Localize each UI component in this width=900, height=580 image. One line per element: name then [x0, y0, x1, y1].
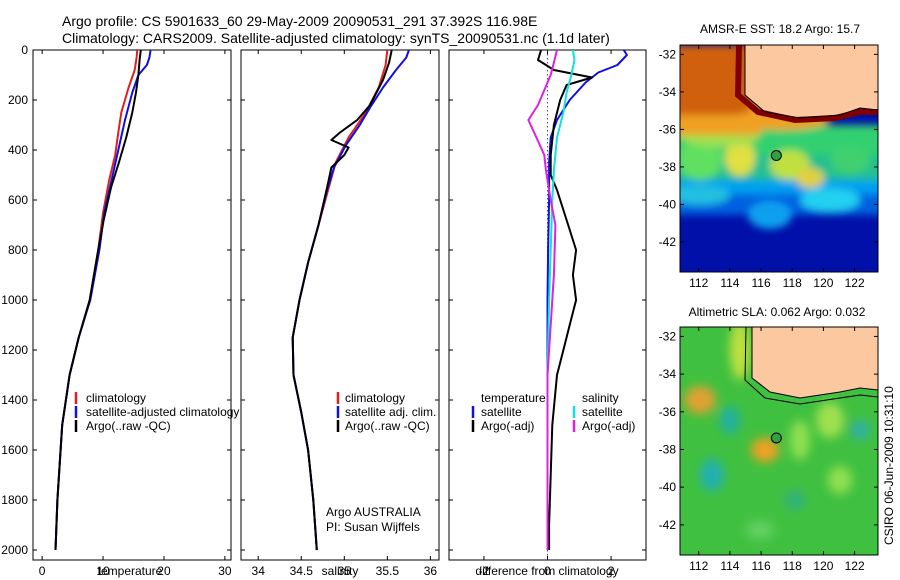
legend-header-temperature: temperature	[481, 391, 546, 405]
x-tick-label: -2	[479, 564, 490, 578]
y-tick-label: 800	[8, 243, 28, 257]
series-line-black	[54, 50, 142, 551]
y-tick-label: 0	[21, 43, 28, 57]
y-tick-label: 1600	[1, 443, 28, 457]
temperature-panel	[32, 49, 232, 561]
map-x-tick-label: 120	[813, 276, 833, 290]
map-y-tick-label: -32	[659, 47, 677, 61]
map-x-tick-label: 118	[783, 276, 802, 290]
map-y-tick-label: -34	[659, 85, 677, 99]
series-line-red	[54, 50, 139, 551]
map-y-tick-label: -36	[659, 405, 677, 419]
series-line-blue	[54, 50, 152, 551]
map-y-tick-label: -34	[659, 367, 677, 381]
x-tick-label: 0	[39, 564, 46, 578]
figure-title-line2: Climatology: CARS2009. Satellite-adjuste…	[62, 30, 610, 46]
sla-map	[680, 327, 878, 555]
credit-line1: Argo AUSTRALIA	[326, 505, 421, 519]
map-x-tick-label: 116	[752, 276, 771, 290]
salinity-legend: climatology satellite adj. clim. Argo(..…	[336, 391, 436, 433]
series-line-black	[291, 50, 393, 551]
series-line-black	[537, 50, 593, 550]
legend-label: satellite	[582, 405, 623, 419]
map-y-tick-label: -42	[659, 518, 677, 532]
sla-map-title: Altimetric SLA: 0.062 Argo: 0.032	[689, 305, 866, 319]
x-tick-label: 30	[218, 564, 232, 578]
pressure-axis: 0 200 400 600 800 1000 1200 1400 1600 1800 2000	[1, 43, 646, 557]
legend-label: satellite adj. clim.	[345, 405, 436, 419]
y-tick-label: 1000	[1, 293, 28, 307]
map-y-tick-label: -42	[659, 235, 677, 249]
map-y-tick-label: -40	[659, 197, 677, 211]
temperature-legend: climatology satellite-adjusted climatolo…	[74, 391, 239, 433]
salinity-panel	[240, 49, 440, 561]
y-tick-label: 1200	[1, 343, 28, 357]
map-y-tick-label: -38	[659, 442, 677, 456]
x-tick-label: 34	[252, 564, 266, 578]
temperature-x-axis: 0 10 20 30	[39, 50, 232, 578]
x-tick-label: 10	[96, 564, 110, 578]
map-x-tick-label: 112	[689, 559, 708, 573]
legend-label: Argo(..raw -QC)	[86, 419, 171, 433]
sst-map-title: AMSR-E SST: 18.2 Argo: 15.7	[700, 22, 860, 36]
x-tick-label: 0	[544, 564, 551, 578]
map-x-tick-label: 114	[720, 276, 739, 290]
y-tick-label: 200	[8, 93, 28, 107]
map-x-tick-label: 122	[845, 276, 865, 290]
map-x-tick-label: 118	[783, 559, 802, 573]
map-x-tick-label: 122	[845, 559, 865, 573]
x-tick-label: 35.5	[376, 564, 400, 578]
legend-label: Argo(..raw -QC)	[345, 419, 430, 433]
credit-line2: PI: Susan Wijffels	[326, 520, 420, 534]
map-x-tick-label: 114	[720, 559, 739, 573]
y-tick-label: 600	[8, 193, 28, 207]
difference-x-axis: -2 0 2	[479, 50, 615, 578]
legend-label: climatology	[345, 391, 405, 405]
salinity-xlabel: salinity	[322, 564, 359, 578]
salinity-x-axis: 34 34.5 35 35.5 36	[252, 50, 438, 578]
side-stamp: CSIRO 06-Jun-2009 10:31:10	[882, 386, 896, 545]
legend-label: satellite	[481, 405, 522, 419]
sst-map-axes: 112 114 116 118 120 122 -32 -34 -36 -38 -40 -42	[659, 45, 878, 290]
legend-label: Argo(-adj)	[582, 419, 635, 433]
legend-label: satellite-adjusted climatology	[86, 405, 239, 419]
y-tick-label: 1400	[1, 393, 28, 407]
series-line-magenta	[527, 50, 558, 550]
x-tick-label: 35	[338, 564, 352, 578]
argo-location-marker	[770, 432, 782, 444]
sla-map-axes: 112 114 116 118 120 122 -32 -34 -36 -38 -40 -42	[659, 327, 878, 573]
x-tick-label: 20	[157, 564, 171, 578]
y-tick-label: 1800	[1, 493, 28, 507]
map-y-tick-label: -36	[659, 122, 677, 136]
map-y-tick-label: -38	[659, 160, 677, 174]
map-y-tick-label: -40	[659, 480, 677, 494]
y-tick-label: 2000	[1, 543, 28, 557]
salinity-series	[291, 50, 410, 551]
difference-series	[527, 50, 628, 550]
temperature-series	[54, 50, 152, 551]
map-x-tick-label: 112	[689, 276, 708, 290]
legend-label: climatology	[86, 391, 146, 405]
temperature-xlabel: temperature	[98, 564, 163, 578]
map-x-tick-label: 116	[752, 559, 771, 573]
map-y-tick-label: -32	[659, 329, 677, 343]
figure-title-line1: Argo profile: CS 5901633_60 29-May-2009 …	[62, 13, 537, 29]
y-tick-label: 400	[8, 143, 28, 157]
x-tick-label: 34.5	[290, 564, 314, 578]
legend-label: Argo(-adj)	[481, 419, 534, 433]
series-line-red	[291, 50, 389, 551]
map-x-tick-label: 120	[813, 559, 833, 573]
argo-location-marker	[770, 149, 782, 161]
legend-header-salinity: salinity	[582, 391, 619, 405]
x-tick-label: 2	[608, 564, 615, 578]
difference-xlabel: difference from climatology	[475, 564, 618, 578]
x-tick-label: 36	[424, 564, 438, 578]
sst-map	[680, 45, 878, 272]
difference-legend: temperature salinity satellite Argo(-adj…	[471, 391, 635, 433]
